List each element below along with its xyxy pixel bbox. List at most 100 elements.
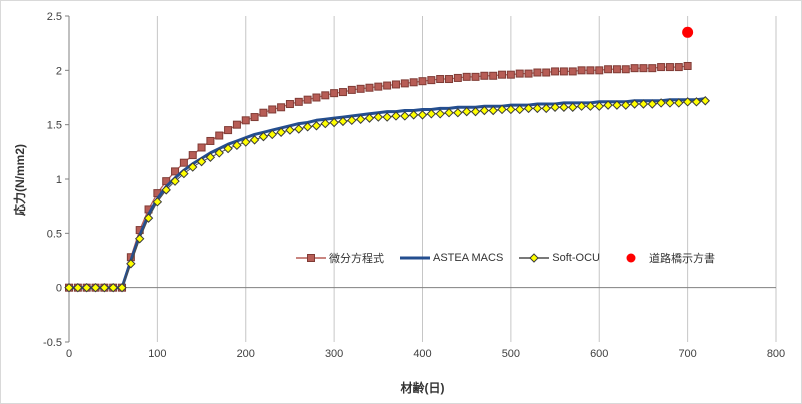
diamond-marker bbox=[232, 140, 242, 151]
diamond-marker bbox=[294, 124, 304, 134]
diamond-marker bbox=[364, 113, 375, 123]
diamond-marker bbox=[621, 100, 631, 110]
square-marker bbox=[206, 136, 215, 145]
square-marker bbox=[559, 67, 568, 76]
diamond-marker bbox=[665, 98, 675, 108]
diamond-marker bbox=[559, 102, 569, 112]
square-marker bbox=[604, 65, 613, 74]
diamond-marker bbox=[479, 105, 490, 116]
x-tick-label: 400 bbox=[413, 348, 431, 360]
diamond-marker bbox=[638, 99, 649, 109]
diamond-marker bbox=[276, 127, 286, 137]
diamond-marker bbox=[117, 282, 127, 293]
diamond-marker bbox=[470, 106, 481, 117]
diamond-marker bbox=[594, 101, 604, 111]
legend-marker-icon bbox=[626, 253, 636, 263]
diamond-marker bbox=[691, 97, 702, 107]
square-marker bbox=[197, 143, 206, 152]
square-marker bbox=[648, 64, 657, 73]
square-marker bbox=[445, 75, 454, 84]
diamond-marker bbox=[188, 162, 198, 172]
square-marker bbox=[639, 64, 648, 73]
legend: 微分方程式 ASTEA MACS Soft-OCU 道路橋示方書 bbox=[296, 250, 715, 266]
diamond-marker bbox=[488, 105, 498, 116]
diamond-marker bbox=[444, 108, 454, 118]
square-marker bbox=[436, 75, 445, 84]
square-marker bbox=[215, 131, 224, 140]
diamond-marker bbox=[506, 104, 516, 115]
diamond-marker bbox=[241, 137, 251, 147]
diamond-marker bbox=[426, 109, 437, 119]
diamond-marker bbox=[453, 108, 463, 118]
square-marker bbox=[250, 113, 259, 122]
square-marker bbox=[277, 103, 286, 112]
diamond-marker bbox=[196, 156, 207, 167]
square-marker bbox=[400, 79, 409, 88]
diamond-marker bbox=[249, 135, 260, 145]
diamond-marker bbox=[647, 99, 657, 109]
square-marker bbox=[524, 69, 533, 78]
diamond-marker bbox=[143, 213, 154, 223]
square-marker bbox=[285, 100, 294, 109]
diamond-marker bbox=[391, 111, 401, 121]
diamond-marker bbox=[568, 102, 578, 112]
y-tick-label: 0 bbox=[56, 283, 62, 295]
diamond-marker bbox=[603, 100, 613, 110]
legend-item: Soft-OCU bbox=[519, 252, 600, 264]
square-marker bbox=[621, 65, 630, 74]
x-tick-label: 300 bbox=[325, 348, 343, 360]
legend-item: 道路橋示方書 bbox=[616, 250, 715, 266]
diamond-marker bbox=[285, 125, 295, 135]
legend-item: 微分方程式 bbox=[296, 250, 384, 266]
square-marker bbox=[356, 84, 365, 93]
square-marker bbox=[321, 91, 330, 100]
square-marker bbox=[568, 67, 577, 76]
diamond-marker bbox=[400, 111, 410, 121]
square-marker bbox=[595, 66, 604, 75]
diamond-marker bbox=[408, 110, 419, 120]
diamond-marker bbox=[382, 112, 392, 122]
square-marker bbox=[268, 105, 277, 114]
diamond-marker bbox=[267, 129, 277, 140]
diamond-marker bbox=[214, 148, 224, 158]
square-marker bbox=[338, 88, 347, 97]
legend-marker-icon bbox=[519, 253, 550, 263]
square-marker bbox=[303, 95, 312, 104]
diamond-marker bbox=[73, 282, 83, 293]
y-tick-label: 1.5 bbox=[47, 120, 62, 132]
diamond-marker bbox=[656, 98, 666, 108]
square-marker bbox=[665, 63, 674, 72]
legend-marker-icon bbox=[296, 254, 326, 262]
square-marker bbox=[347, 85, 356, 94]
square-marker bbox=[365, 83, 374, 92]
diamond-marker bbox=[64, 282, 74, 293]
square-marker bbox=[188, 151, 197, 160]
diamond-marker bbox=[576, 101, 587, 111]
square-marker bbox=[542, 68, 551, 77]
square-marker bbox=[462, 72, 471, 81]
square-marker bbox=[418, 77, 427, 86]
square-marker bbox=[657, 63, 666, 72]
square-marker bbox=[498, 70, 507, 79]
legend-marker-icon bbox=[400, 256, 430, 260]
square-marker bbox=[409, 78, 418, 87]
square-marker bbox=[674, 63, 683, 72]
diamond-marker bbox=[523, 103, 534, 114]
diamond-marker bbox=[90, 282, 101, 293]
diamond-marker bbox=[329, 117, 339, 128]
diamond-marker bbox=[126, 259, 136, 269]
diamond-marker bbox=[152, 197, 163, 207]
diamond-marker bbox=[612, 100, 622, 110]
x-tick-label: 500 bbox=[502, 348, 520, 360]
diamond-marker bbox=[302, 122, 313, 132]
legend-item: ASTEA MACS bbox=[400, 252, 503, 264]
square-marker bbox=[294, 97, 303, 106]
diamond-marker bbox=[700, 96, 711, 106]
square-marker bbox=[224, 126, 233, 135]
diamond-marker bbox=[161, 185, 171, 195]
square-marker bbox=[489, 71, 498, 80]
diamond-marker bbox=[541, 103, 551, 114]
legend-label: 微分方程式 bbox=[329, 253, 384, 265]
x-tick-label: 0 bbox=[66, 348, 72, 360]
